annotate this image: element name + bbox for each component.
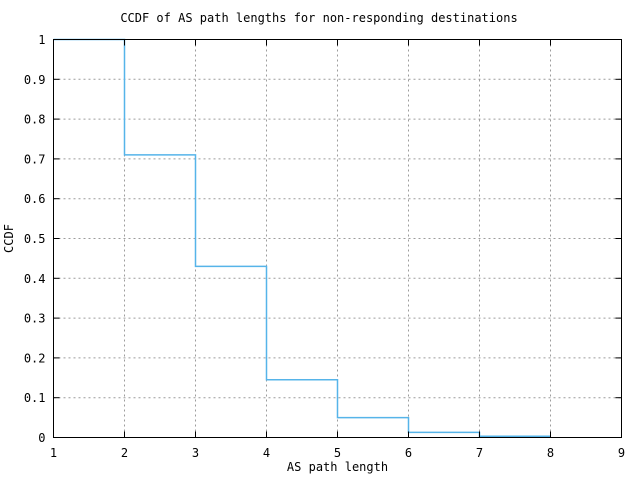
y-tick-label: 0.7 [24, 152, 46, 166]
y-tick-label: 0.8 [24, 113, 46, 127]
y-axis-label: CCDF [2, 224, 16, 253]
x-tick-label: 1 [50, 446, 57, 460]
x-tick-label: 3 [192, 446, 199, 460]
x-tick-label: 6 [405, 446, 412, 460]
y-tick-label: 0.3 [24, 312, 46, 326]
x-tick-label: 4 [263, 446, 270, 460]
chart-title: CCDF of AS path lengths for non-respondi… [120, 11, 517, 25]
y-tick-label: 0.2 [24, 351, 46, 365]
x-tick-label: 2 [121, 446, 128, 460]
y-tick-label: 0.9 [24, 73, 46, 87]
y-tick-label: 0 [38, 431, 45, 445]
x-tick-label: 8 [547, 446, 554, 460]
x-axis-label: AS path length [287, 460, 388, 474]
y-tick-label: 1 [38, 33, 45, 47]
x-tick-label: 7 [476, 446, 483, 460]
axes-layer: 1 2 3 4 5 6 7 8 9 0 0.1 0.2 0.3 0.4 0.5 0.6 0.7 0.8 0.9 1 [24, 33, 625, 460]
y-tick-label: 0.4 [24, 272, 46, 286]
series-layer [53, 38, 551, 438]
x-tick-label: 9 [618, 446, 625, 460]
grid-layer [53, 39, 622, 438]
ccdf-step-line [53, 38, 551, 438]
y-tick-label: 0.1 [24, 391, 46, 405]
y-tick-label: 0.6 [24, 192, 46, 206]
y-tick-label: 0.5 [24, 232, 46, 246]
x-tick-label: 5 [334, 446, 341, 460]
